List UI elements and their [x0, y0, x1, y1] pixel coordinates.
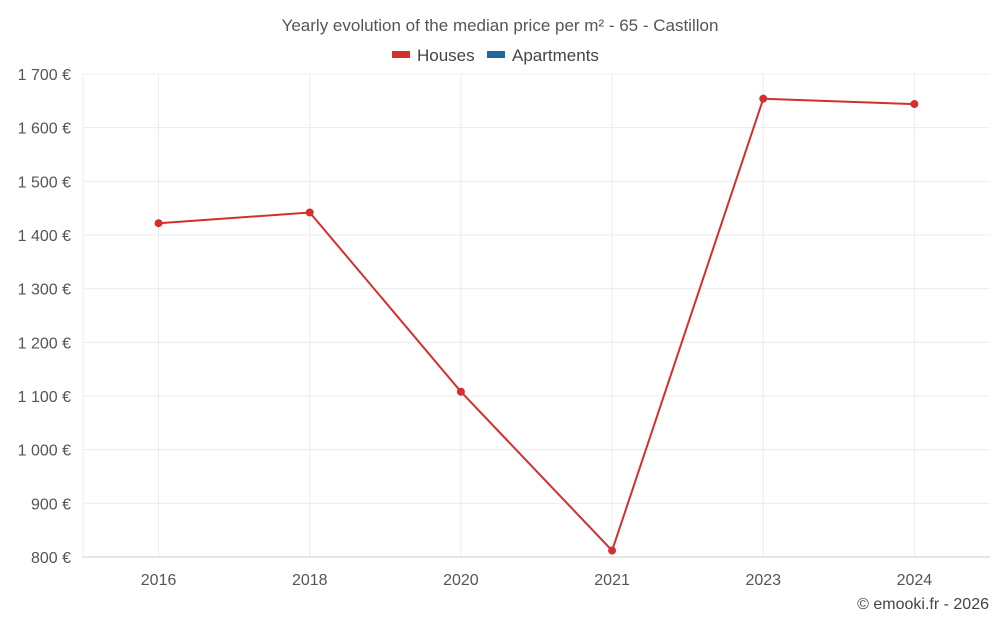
- y-tick-label: 800 €: [31, 550, 71, 567]
- y-tick-label: 1 100 €: [18, 389, 71, 406]
- y-tick-label: 1 600 €: [18, 121, 71, 138]
- data-point[interactable]: [154, 219, 163, 228]
- legend-label-houses[interactable]: Houses: [417, 46, 475, 65]
- y-tick-label: 1 200 €: [18, 335, 71, 352]
- y-tick-label: 1 300 €: [18, 282, 71, 299]
- x-tick-label: 2020: [443, 572, 479, 589]
- data-point[interactable]: [608, 546, 617, 555]
- x-tick-label: 2023: [745, 572, 781, 589]
- data-point[interactable]: [305, 208, 314, 217]
- y-tick-label: 900 €: [31, 496, 71, 513]
- y-tick-label: 1 700 €: [18, 67, 71, 84]
- y-tick-label: 1 500 €: [18, 174, 71, 191]
- x-tick-label: 2024: [897, 572, 933, 589]
- credit-text: © emooki.fr - 2026: [857, 596, 989, 613]
- data-point[interactable]: [456, 387, 465, 396]
- data-point[interactable]: [759, 94, 768, 103]
- data-point[interactable]: [910, 100, 919, 109]
- x-tick-label: 2018: [292, 572, 328, 589]
- legend: Houses Apartments: [392, 46, 599, 65]
- y-tick-label: 1 000 €: [18, 443, 71, 460]
- series: [154, 94, 919, 555]
- legend-swatch-apartments: [487, 51, 505, 58]
- y-axis-ticks: 800 € 900 € 1 000 € 1 100 € 1 200 € 1 300 € 1 …: [18, 67, 71, 567]
- x-tick-label: 2021: [594, 572, 630, 589]
- series-line-houses: [158, 97, 915, 552]
- x-tick-label: 2016: [141, 572, 177, 589]
- legend-swatch-houses: [392, 51, 410, 58]
- grid: [83, 73, 990, 557]
- chart-title: Yearly evolution of the median price per…: [282, 16, 719, 35]
- legend-label-apartments[interactable]: Apartments: [512, 46, 599, 65]
- x-axis-ticks: 2016 2018 2020 2021 2023 2024: [141, 572, 933, 589]
- axes: [82, 74, 990, 558]
- y-tick-label: 1 400 €: [18, 228, 71, 245]
